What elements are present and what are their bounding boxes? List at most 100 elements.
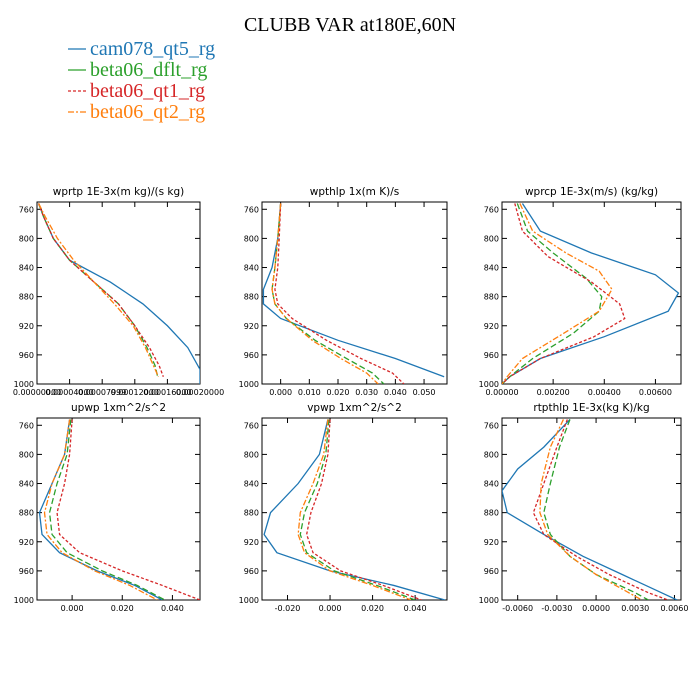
- y-tick-label: 1000: [14, 596, 34, 605]
- series-line-cam078_qt5_rg: [263, 419, 446, 600]
- x-tick-label: 0.000: [319, 604, 342, 613]
- plot-frame: [261, 201, 448, 385]
- legend-item: cam078_qt5_rg: [68, 38, 215, 60]
- series-line-beta06_dflt_rg: [38, 203, 159, 377]
- panel-4: upwp 1xm^2/s^2 760 800 840 880 920 960 1000 0.00…: [14, 402, 201, 613]
- panel-6: rtpthlp 1E-3x(kg K)/kg 760 800 840 880 920 960…: [479, 402, 689, 613]
- x-tick-label: 0.040: [384, 388, 407, 397]
- panel-title: wprtp 1E-3x(m kg)/(s kg): [53, 186, 184, 198]
- y-tick-label: 920: [244, 322, 259, 331]
- series-line-beta06_qt2_rg: [271, 203, 379, 384]
- x-tick-label: 0.020: [327, 388, 350, 397]
- x-tick-label: -0.020: [275, 604, 301, 613]
- legend-label-3: beta06_qt1_rg: [90, 80, 205, 102]
- series-line-cam078_qt5_rg: [502, 419, 678, 600]
- y-tick-label: 1000: [14, 380, 34, 389]
- y-tick-label: 920: [19, 538, 34, 547]
- series-line-beta06_qt1_rg: [532, 419, 669, 600]
- y-tick-label: 1000: [239, 380, 259, 389]
- series-line-beta06_qt1_rg: [38, 203, 164, 377]
- x-tick-label: 0.020: [361, 604, 384, 613]
- y-tick-label: 840: [244, 264, 259, 273]
- y-tick-label: 760: [484, 421, 499, 430]
- y-tick-label: 880: [244, 293, 259, 302]
- legend-item: beta06_qt2_rg: [68, 101, 205, 123]
- legend: cam078_qt5_rg beta06_dflt_rg beta06_qt1_…: [68, 38, 215, 123]
- series-line-beta06_dflt_rg: [271, 203, 385, 384]
- series-line-beta06_qt2_rg: [502, 203, 613, 384]
- series-line-beta06_dflt_rg: [502, 203, 603, 384]
- x-tick-label: 0.040: [404, 604, 427, 613]
- x-tick-label: 0.0060: [660, 604, 688, 613]
- x-tick-label: -0.0030: [541, 604, 572, 613]
- panel-2: wpthlp 1x(m K)/s 760 800 840 880 920 960 1000 0.…: [239, 186, 448, 397]
- x-tick-label: 0.010: [298, 388, 321, 397]
- x-tick-label: 0.00020000: [176, 388, 224, 397]
- panel-title: rtpthlp 1E-3x(kg K)/kg: [533, 402, 649, 414]
- y-tick-label: 880: [244, 509, 259, 518]
- x-tick-label: 0.000: [61, 604, 84, 613]
- plot-frame: [36, 417, 201, 601]
- panel-3: wprcp 1E-3x(m/s) (kg/kg) 760 800 840 880 920 9…: [479, 186, 682, 397]
- plot-frame: [501, 201, 682, 385]
- y-tick-label: 840: [484, 480, 499, 489]
- y-tick-label: 920: [244, 538, 259, 547]
- series-line-beta06_qt2_rg: [297, 419, 412, 600]
- series-line-beta06_qt1_rg: [274, 203, 405, 384]
- y-tick-label: 760: [244, 205, 259, 214]
- y-tick-label: 800: [484, 450, 499, 459]
- panel-title: wpthlp 1x(m K)/s: [310, 186, 400, 198]
- series-line-beta06_dflt_rg: [543, 419, 649, 600]
- y-tick-label: 960: [244, 567, 259, 576]
- series-line-beta06_qt1_rg: [305, 419, 422, 600]
- figure-title: CLUBB VAR at180E,60N: [244, 14, 456, 36]
- y-tick-label: 1000: [479, 596, 499, 605]
- y-tick-label: 800: [244, 450, 259, 459]
- y-tick-label: 880: [484, 509, 499, 518]
- legend-label-1: cam078_qt5_rg: [90, 38, 215, 60]
- legend-label-2: beta06_dflt_rg: [90, 59, 207, 81]
- series-line-beta06_qt2_rg: [38, 203, 160, 377]
- y-tick-label: 960: [484, 567, 499, 576]
- plot-frame: [36, 201, 201, 385]
- y-tick-label: 1000: [479, 380, 499, 389]
- series-line-cam078_qt5_rg: [502, 203, 680, 384]
- y-tick-label: 760: [19, 205, 34, 214]
- x-tick-label: 0.040: [161, 604, 184, 613]
- y-tick-label: 840: [19, 264, 34, 273]
- series-line-cam078_qt5_rg: [38, 203, 200, 384]
- legend-item: beta06_dflt_rg: [68, 59, 207, 81]
- x-tick-label: 0.00200: [537, 388, 570, 397]
- x-tick-label: -0.0060: [502, 604, 533, 613]
- y-tick-label: 960: [484, 351, 499, 360]
- x-tick-label: 0.00600: [639, 388, 672, 397]
- y-tick-label: 960: [19, 351, 34, 360]
- y-tick-label: 760: [244, 421, 259, 430]
- panel-title: vpwp 1xm^2/s^2: [307, 402, 402, 414]
- series-line-beta06_qt1_rg: [56, 419, 200, 600]
- plot-frame: [501, 417, 682, 601]
- x-tick-label: 0.0030: [621, 604, 649, 613]
- panel-title: wprcp 1E-3x(m/s) (kg/kg): [525, 186, 658, 198]
- y-tick-label: 800: [19, 450, 34, 459]
- series-line-beta06_qt2_rg: [539, 419, 643, 600]
- x-tick-label: 0.050: [413, 388, 436, 397]
- panel-1: wprtp 1E-3x(m kg)/(s kg) 760 800 840 880 920 9…: [13, 186, 224, 397]
- y-tick-label: 1000: [239, 596, 259, 605]
- x-tick-label: 0.020: [111, 604, 134, 613]
- y-tick-label: 760: [19, 421, 34, 430]
- series-line-beta06_qt1_rg: [502, 203, 626, 384]
- x-tick-label: 0.00012000: [111, 388, 159, 397]
- x-tick-label: 0.0000: [582, 604, 610, 613]
- x-tick-label: 0.030: [355, 388, 378, 397]
- series-line-cam078_qt5_rg: [262, 203, 445, 378]
- plot-frame: [261, 417, 448, 601]
- y-tick-label: 840: [244, 480, 259, 489]
- x-tick-label: 0.00016000: [143, 388, 191, 397]
- series-line-beta06_dflt_rg: [48, 419, 166, 600]
- series-line-beta06_qt2_rg: [43, 419, 158, 600]
- y-tick-label: 960: [244, 351, 259, 360]
- legend-item: beta06_qt1_rg: [68, 80, 205, 102]
- y-tick-label: 760: [484, 205, 499, 214]
- y-tick-label: 880: [19, 293, 34, 302]
